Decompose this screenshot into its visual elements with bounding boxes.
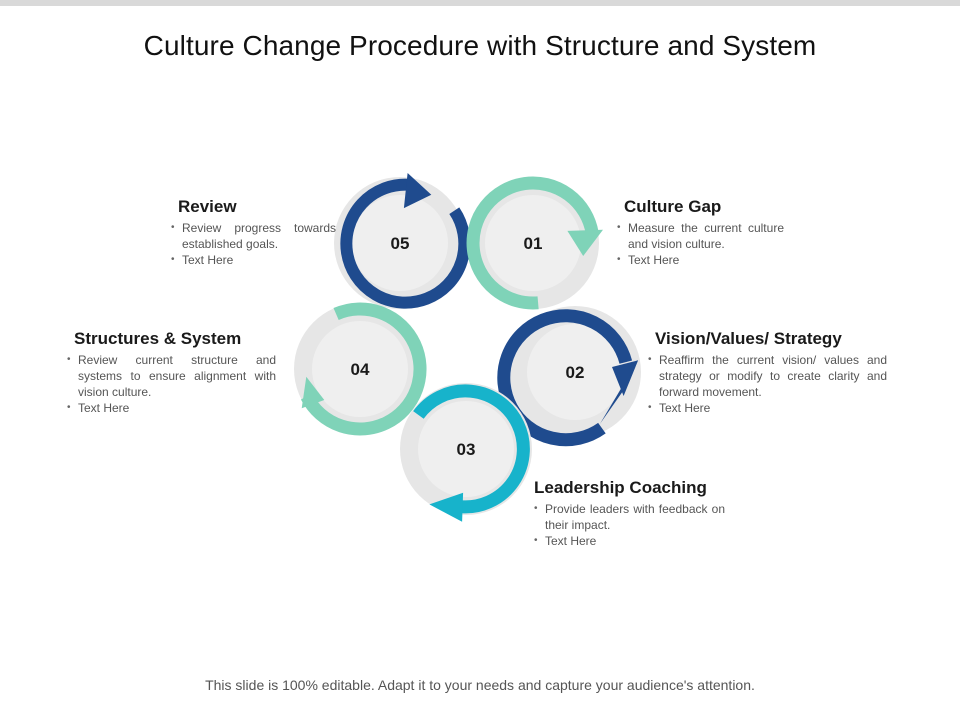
step-03-number: 03: [457, 440, 476, 459]
footer-note: This slide is 100% editable. Adapt it to…: [205, 677, 755, 693]
step-01-circle: 01: [466, 176, 603, 310]
step-02-heading: Vision/Values/ Strategy: [655, 329, 842, 348]
step-01-arrow: [466, 176, 603, 310]
step-02-bullets: Reaffirm the current vision/ values and …: [645, 352, 887, 416]
slide-title: Culture Change Procedure with Structure …: [143, 30, 817, 61]
bullet-item: Text Here: [64, 400, 276, 416]
step-02-arrow: [497, 309, 639, 447]
step-02-number: 02: [566, 363, 585, 382]
bullet-item: Text Here: [531, 533, 725, 549]
step-05-arrow: [340, 173, 471, 309]
step-05-heading: Review: [178, 197, 237, 216]
top-bar: [0, 0, 960, 6]
bullet-item: Text Here: [168, 252, 336, 268]
bullet-item: Review progress towards established goal…: [168, 220, 336, 252]
step-03-bullets: Provide leaders with feedback on their i…: [531, 501, 725, 549]
step-01-bullets: Measure the current culture and vision c…: [614, 220, 784, 268]
bullet-item: Text Here: [645, 400, 887, 416]
step-04-circle: 04: [294, 302, 427, 436]
step-05-text: Review Review progress towards establish…: [168, 197, 336, 268]
step-01-text: Culture Gap Measure the current culture …: [614, 197, 784, 268]
step-03-text: Leadership Coaching Provide leaders with…: [531, 478, 725, 549]
bullet-item: Reaffirm the current vision/ values and …: [645, 352, 887, 400]
bullet-item: Measure the current culture and vision c…: [614, 220, 784, 252]
step-05-number: 05: [391, 234, 410, 253]
step-03-arrow: [413, 384, 530, 522]
step-04-heading: Structures & System: [74, 329, 242, 348]
step-01-heading: Culture Gap: [624, 197, 722, 216]
step-01-number: 01: [524, 234, 543, 253]
bullet-item: Text Here: [614, 252, 784, 268]
step-04-bullets: Review current structure and systems to …: [64, 352, 276, 416]
bullet-item: Provide leaders with feedback on their i…: [531, 501, 725, 533]
bullet-item: Review current structure and systems to …: [64, 352, 276, 400]
step-02-text: Vision/Values/ Strategy Reaffirm the cur…: [645, 329, 887, 416]
step-04-arrow: [300, 302, 427, 436]
step-05-bullets: Review progress towards established goal…: [168, 220, 336, 268]
step-03-heading: Leadership Coaching: [534, 478, 707, 497]
step-03-circle: 03: [400, 383, 532, 522]
step-04-number: 04: [351, 360, 370, 379]
step-05-circle: 05: [334, 173, 471, 309]
step-04-text: Structures & System Review current struc…: [64, 329, 276, 416]
step-02-circle: 02: [497, 306, 641, 447]
